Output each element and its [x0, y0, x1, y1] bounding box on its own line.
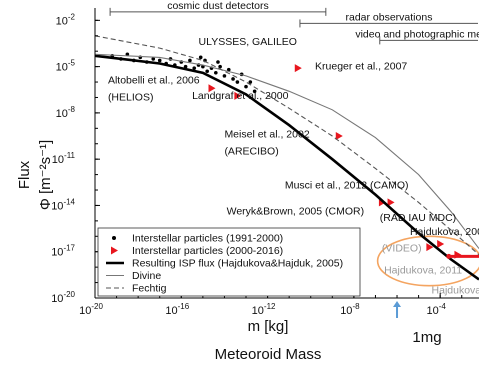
- data-point-1991-2000: [231, 77, 235, 81]
- data-point-1991-2000: [244, 84, 248, 89]
- annotation-label: Weryk&Brown, 2005 (CMOR): [227, 206, 365, 218]
- x-tick-label: 10-20: [79, 302, 103, 317]
- legend-entry-label: Interstellar particles (2000-2016): [132, 245, 283, 257]
- x-tick-label: 10-4: [426, 302, 446, 317]
- x-axis-caption: Meteoroid Mass: [215, 346, 322, 363]
- data-point-2000-2016: [387, 198, 395, 207]
- legend-entry-label: Fechtig: [132, 283, 167, 295]
- annotation-label: (HELIOS): [108, 92, 154, 104]
- annotation-label: Altobelli et al., 2006: [108, 75, 200, 87]
- legend-dot-symbol: [112, 236, 116, 240]
- y-tick-label: 10-5: [56, 59, 76, 74]
- legend-entry-label: Resulting ISP flux (Hajdukova&Hajduk, 20…: [132, 258, 343, 270]
- data-point-1991-2000: [235, 80, 240, 84]
- annotation-label: Hajdukova, 2002: [410, 226, 479, 238]
- x-axis-label: m [kg]: [248, 318, 289, 335]
- series-line-thin: [94, 53, 479, 249]
- series-line-thick: [94, 54, 479, 281]
- x-tick-label: 10-8: [340, 302, 360, 317]
- data-point-1991-2000: [214, 70, 218, 75]
- annotation-label: ULYSSES, GALILEO: [199, 36, 297, 48]
- annotation-label: (VIDEO): [382, 243, 422, 255]
- data-point-2000-2016: [335, 132, 343, 141]
- data-point-1991-2000: [216, 60, 220, 64]
- data-point-1991-2000: [252, 89, 257, 94]
- red-flux-start: [446, 253, 452, 259]
- annotation-label: Landgraf et al., 2000: [192, 90, 288, 102]
- data-point-1991-2000: [125, 52, 130, 57]
- x-tick-label: 10-12: [252, 302, 276, 317]
- data-point-2000-2016: [208, 84, 216, 93]
- highlight-ellipse: [376, 235, 479, 287]
- data-point-1991-2000: [151, 57, 156, 61]
- y-tick-label: 10-17: [51, 244, 75, 259]
- data-point-1991-2000: [188, 58, 192, 63]
- annotation-label: Meisel et al., 2002: [224, 129, 309, 141]
- data-point-1991-2000: [222, 74, 227, 78]
- mg-marker-label: 1mg: [412, 329, 441, 346]
- annotation-label: (ARECIBO): [224, 146, 278, 158]
- data-point-2000-2016: [294, 64, 302, 73]
- legend-box: [97, 227, 361, 297]
- annotation-label: Musci et al., 2012 (CAMO): [285, 179, 409, 191]
- annotation-label: (RAD IAU MDC): [380, 212, 456, 224]
- legend-entry-label: Interstellar particles (1991-2000): [132, 233, 283, 245]
- annotation-label: Krueger et al., 2007: [315, 61, 407, 73]
- data-point-2000-2016: [234, 91, 242, 100]
- data-point-1991-2000: [248, 80, 253, 84]
- observation-ranges: cosmic dust detectors radar observations v…: [109, 0, 479, 45]
- range-label: video and photographic method: [355, 28, 479, 40]
- data-series: [94, 35, 479, 287]
- data-point-1991-2000: [183, 64, 188, 69]
- data-point-1991-2000: [192, 66, 197, 70]
- range-label: cosmic dust detectors: [167, 0, 269, 12]
- y-tick-label: 10-8: [56, 105, 76, 120]
- annotations: ULYSSES, GALILEO Altobelli et al., 2006 (H…: [108, 36, 479, 296]
- data-point-1991-2000: [205, 69, 209, 74]
- data-point-1991-2000: [218, 64, 222, 69]
- data-point-2000-2016: [426, 243, 434, 252]
- legend: Interstellar particles (1991-2000)Inters…: [97, 227, 361, 297]
- y-tick-label: 10-2: [56, 12, 76, 27]
- series-line-dashed: [94, 35, 479, 256]
- data-point-1991-2000: [198, 55, 203, 60]
- x-tick-label: 10-16: [165, 302, 189, 317]
- data-point-2000-2016: [437, 240, 445, 249]
- data-point-1991-2000: [157, 58, 162, 63]
- y-tick-label: 10-11: [52, 151, 76, 166]
- y-tick-label: 10-20: [51, 290, 75, 305]
- legend-triangle-symbol: [111, 246, 118, 255]
- range-label: radar observations: [345, 11, 432, 23]
- y-axis-label: Φ [m⁻²s⁻¹]: [37, 140, 54, 210]
- legend-entry-label: Divine: [132, 270, 161, 282]
- y-axis-title: Flux: [16, 160, 33, 189]
- axes: 10-20 10-16 10-12 10-8 10-4 10-2 10-5 10-8 10-11…: [51, 8, 479, 346]
- mg-marker-arrowhead: [393, 301, 402, 307]
- y-tick-label: 10-14: [51, 197, 75, 212]
- annotation-label: Hajdukova, 2011: [384, 264, 462, 276]
- axis-labels: m [kg] Meteoroid Mass Flux Φ [m⁻²s⁻¹]: [16, 140, 321, 363]
- data-point-1991-2000: [226, 67, 231, 72]
- annotation-label: Hajdukova et al., 2013: [432, 284, 479, 296]
